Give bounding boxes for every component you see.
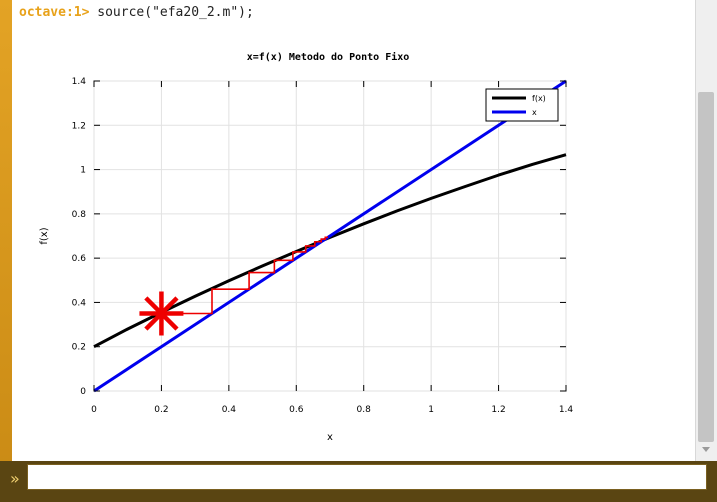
command-window: octave:1> source("efa20_2.m"); 0 0.2 0.4 0.… (12, 0, 695, 461)
chart-title: x=f(x) Metodo do Ponto Fixo (247, 51, 410, 63)
y-tick-label: 0.6 (72, 254, 87, 264)
legend-entry-label: x (532, 108, 537, 117)
scroll-down-arrow-icon[interactable] (702, 447, 710, 452)
iteration-path (161, 236, 328, 315)
y-tick-label: 1 (80, 166, 86, 176)
y-tick-label: 1.4 (72, 77, 87, 87)
x-tick-label: 0.2 (154, 405, 168, 415)
star-arm (144, 296, 179, 331)
vertical-scrollbar[interactable] (695, 0, 717, 461)
y-tick-label: 0.8 (72, 210, 87, 220)
x-tick-label: 1 (428, 405, 434, 415)
x-tick-label: 0.6 (289, 405, 304, 415)
command-text: source("efa20_2.m"); (89, 5, 254, 20)
y-axis-label: f(x) (39, 227, 50, 244)
y-tick-label: 0 (80, 387, 86, 397)
legend-box (485, 88, 559, 122)
series-line-x (93, 79, 567, 393)
x-tick-label: 0.8 (357, 405, 372, 415)
x-axis-label: x (327, 432, 333, 443)
command-history-line: octave:1> source("efa20_2.m"); (19, 5, 254, 20)
legend-entry-label: f(x) (532, 94, 546, 103)
figure-plot: 0 0.2 0.4 0.6 0.8 1 1.2 1.4 0 0.2 0.4 0.6 0.8 1 1.2 1.4… (39, 51, 574, 443)
y-tick-label: 0.2 (72, 343, 86, 353)
start-marker (139, 291, 184, 336)
x-tick-label: 1.2 (491, 405, 505, 415)
command-input[interactable] (27, 464, 707, 490)
double-chevron-right-icon: » (10, 469, 20, 488)
x-tick-label: 1.4 (559, 405, 574, 415)
prompt-label: octave:1> (19, 5, 90, 20)
command-input-bar: » (0, 461, 717, 502)
x-tick-label: 0 (91, 405, 97, 415)
y-tick-label: 0.4 (72, 298, 87, 308)
x-tick-label: 0.4 (222, 405, 237, 415)
scrollbar-thumb[interactable] (698, 92, 714, 442)
y-tick-label: 1.2 (72, 121, 86, 131)
